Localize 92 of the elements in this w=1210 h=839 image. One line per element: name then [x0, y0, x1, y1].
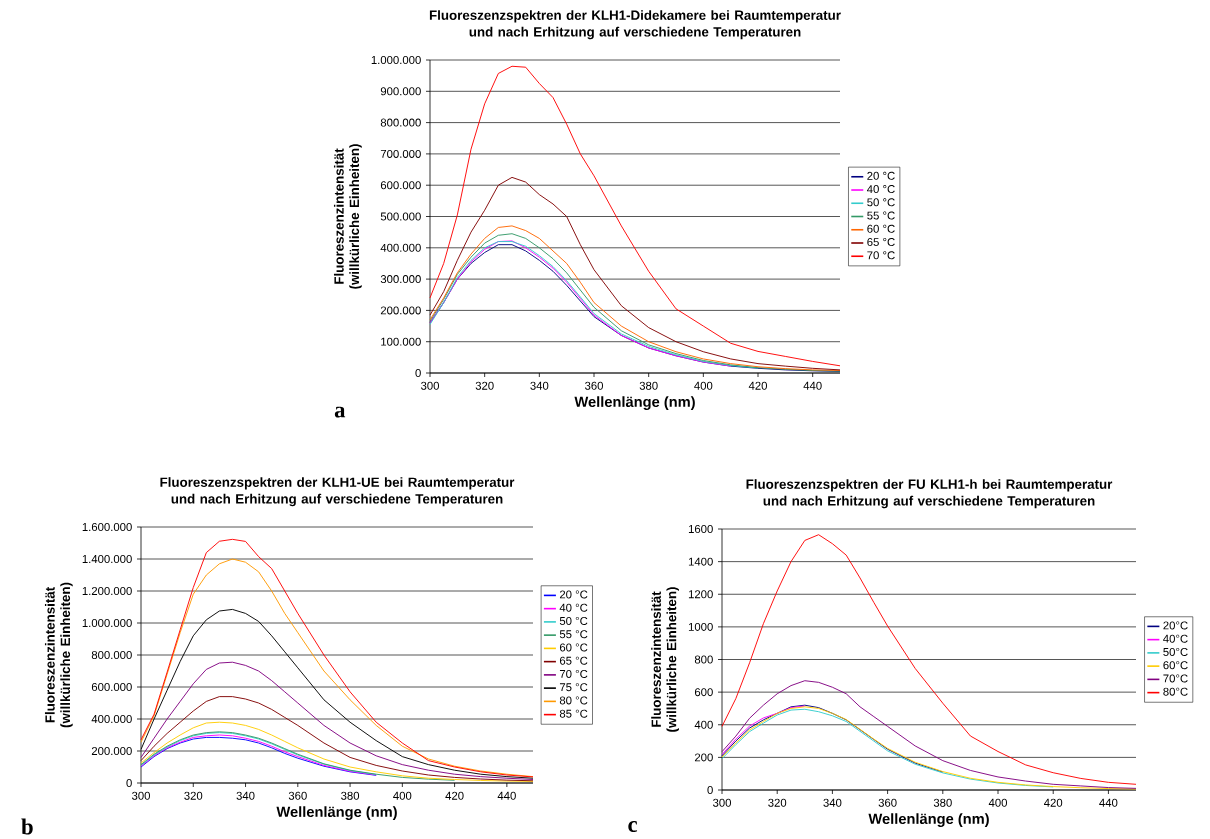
legend-label: 50 °C — [559, 616, 588, 625]
legend-label: 65 °C — [867, 238, 895, 247]
legend-label: 70°C — [1163, 674, 1188, 683]
y-tick-label: 0 — [415, 369, 421, 378]
line-series — [721, 708, 1054, 788]
x-tick-label: 320 — [184, 791, 203, 800]
legend-label: 75 °C — [559, 683, 588, 692]
x-tick-label: 380 — [639, 381, 658, 390]
y-tick-label: 400.000 — [380, 243, 421, 252]
legend-label: 20 °C — [867, 171, 895, 180]
legend-label: 20°C — [1163, 621, 1188, 630]
x-tick-label: 440 — [803, 381, 822, 390]
x-tick-label: 380 — [341, 791, 360, 800]
y-tick-label: 1.000.000 — [82, 619, 132, 628]
x-tick-label: 300 — [420, 381, 440, 390]
x-axis-title: Wellenlänge (nm) — [868, 813, 989, 827]
y-tick-label: 1.400.000 — [82, 555, 132, 564]
y-tick-label: 0 — [707, 786, 713, 795]
x-tick-label: 380 — [933, 798, 952, 807]
legend-label: 70 °C — [867, 251, 895, 260]
y-tick-label: 500.000 — [380, 212, 421, 221]
x-tick-label: 440 — [497, 791, 516, 800]
text: c — [628, 821, 638, 832]
legend-label: 70 °C — [559, 669, 588, 678]
y-tick-label: 300.000 — [380, 275, 421, 284]
y-tick-label: 900.000 — [380, 87, 421, 96]
x-tick-label: 360 — [878, 798, 897, 807]
y-axis-title: Fluoreszenzintensität (willkürliche Einheiten) — [651, 587, 679, 732]
text: a — [334, 406, 346, 418]
x-tick-label: 420 — [748, 381, 768, 390]
x-tick-label: 360 — [584, 381, 604, 390]
x-tick-label: 420 — [445, 791, 464, 800]
legend-label: 40 °C — [866, 185, 895, 194]
line-series — [721, 534, 1137, 785]
line-series — [721, 705, 806, 755]
y-axis-title: Fluoreszenzintensität (willkürliche Einheiten) — [333, 144, 362, 289]
y-tick-label: 1.000.000 — [371, 56, 421, 65]
text: b — [21, 818, 33, 835]
line-series — [140, 731, 456, 781]
y-tick-label: 1.600.000 — [82, 523, 132, 532]
chart-title: Fluoreszenzspektren der KLH1-UE bei Raumtemperatur und nach Erhitzung auf verschiedene Temperaturen — [160, 477, 515, 507]
legend-label: 80°C — [1163, 687, 1188, 696]
x-tick-label: 300 — [131, 791, 150, 800]
x-tick-label: 300 — [712, 798, 732, 807]
y-tick-label: 1600 — [688, 525, 713, 534]
y-tick-label: 800.000 — [380, 118, 421, 127]
x-tick-label: 420 — [1044, 798, 1063, 807]
x-axis-title: Wellenlänge (nm) — [574, 396, 695, 410]
legend-label: 60 °C — [867, 224, 895, 233]
x-tick-label: 320 — [768, 798, 787, 807]
x-tick-label: 360 — [288, 791, 307, 800]
y-tick-label: 600.000 — [380, 181, 421, 190]
legend-label: 55 °C — [867, 211, 895, 220]
y-tick-label: 400.000 — [91, 715, 132, 724]
x-tick-label: 320 — [475, 381, 494, 390]
y-tick-label: 1000 — [688, 622, 713, 631]
y-tick-label: 600 — [694, 688, 713, 697]
legend-label: 50°C — [1163, 647, 1188, 656]
legend-label: 20 °C — [559, 590, 588, 599]
y-tick-label: 800.000 — [91, 651, 132, 660]
legend-label: 55 °C — [559, 630, 588, 639]
x-tick-label: 340 — [823, 798, 842, 807]
y-tick-label: 1.200.000 — [82, 587, 132, 596]
legend-label: 50 °C — [867, 198, 895, 207]
legend-label: 85 °C — [559, 709, 588, 718]
x-tick-label: 400 — [988, 798, 1008, 807]
x-axis-title: Wellenlänge (nm) — [276, 806, 397, 820]
y-tick-label: 700.000 — [380, 149, 421, 158]
legend-label: 80 °C — [559, 696, 588, 705]
line-series — [429, 65, 841, 367]
chart-title: Fluoreszenzspektren der KLH1-Didekamere bei Raumtemperatur und nach Erhitzung auf verschiedene Temperaturen — [429, 10, 841, 40]
legend-label: 60 °C — [559, 643, 588, 652]
y-axis-title: Fluoreszenzintensität (willkürliche Einheiten) — [44, 582, 73, 728]
y-tick-label: 1200 — [688, 590, 713, 599]
y-tick-label: 200 — [694, 753, 713, 762]
y-tick-label: 400 — [694, 720, 713, 729]
x-tick-label: 340 — [530, 381, 549, 390]
chart-title: Fluoreszenzspektren der FU KLH1-h bei Raumtemperatur und nach Erhitzung auf verschiedene Temperaturen — [746, 479, 1113, 509]
legend-label: 40 °C — [559, 603, 588, 612]
x-tick-label: 440 — [1099, 798, 1118, 807]
legend-label: 40°C — [1163, 634, 1188, 643]
y-tick-label: 200.000 — [91, 747, 132, 756]
legend-label: 60°C — [1163, 661, 1188, 670]
y-tick-label: 0 — [126, 779, 132, 788]
legend-label: 65 °C — [559, 656, 588, 665]
y-tick-label: 1400 — [688, 557, 713, 566]
line-series — [140, 661, 534, 780]
y-tick-label: 600.000 — [91, 683, 132, 692]
y-tick-label: 100.000 — [381, 337, 421, 346]
y-tick-label: 800 — [694, 655, 713, 664]
x-tick-label: 340 — [236, 791, 255, 800]
y-tick-label: 200.000 — [380, 306, 421, 315]
